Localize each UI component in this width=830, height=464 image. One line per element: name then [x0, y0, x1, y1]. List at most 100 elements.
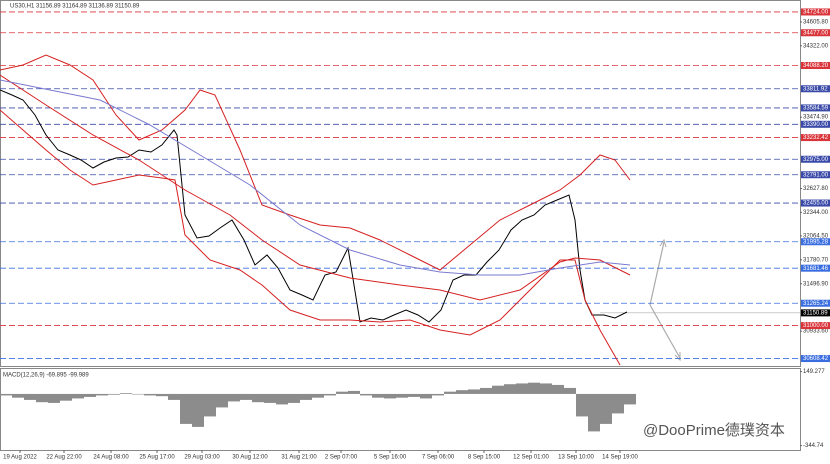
macd-bar [540, 383, 552, 394]
y-tick-label: 32064.50 [803, 234, 829, 240]
macd-bar [0, 393, 12, 396]
x-tick-label: 13 Sep 10:00 [558, 455, 594, 461]
macd-bar [528, 382, 540, 394]
level-tag [801, 199, 830, 207]
y-tick-label: -344.74 [803, 443, 824, 449]
macd-bar [108, 393, 120, 395]
macd-bar [336, 391, 348, 394]
level-tag [801, 104, 830, 112]
macd-bar [288, 393, 300, 403]
macd-bar [144, 393, 156, 396]
macd-bar [588, 393, 600, 432]
x-tick-label: 5 Sep 16:00 [374, 455, 407, 461]
level-tag [801, 322, 830, 330]
x-tick-label: 29 Aug 03:00 [184, 455, 220, 461]
arrow-head [659, 238, 667, 248]
level-label: 31000.00 [803, 323, 829, 329]
y-tick-label: 31496.90 [803, 281, 829, 287]
macd-bar [360, 393, 372, 396]
macd-bar [372, 393, 384, 398]
macd-bar [516, 383, 528, 394]
level-label: 31265.24 [803, 301, 829, 307]
macd-bar [624, 393, 636, 405]
macd-bar [72, 393, 84, 399]
macd-bar [456, 390, 468, 394]
y-tick-label: 33474.90 [803, 115, 829, 121]
macd-bar [348, 390, 360, 394]
macd-title: MACD(12,26,9) -69.895 -99.989 [3, 373, 89, 379]
level-label: 33390.00 [803, 122, 829, 128]
price-pane [0, 0, 801, 367]
macd-bar [564, 387, 576, 394]
macd-bar [324, 393, 336, 396]
level-label: 33232.42 [803, 135, 829, 141]
macd-bar [180, 393, 192, 424]
x-tick-label: 22 Aug 22:00 [46, 455, 82, 461]
macd-bar [552, 384, 564, 394]
macd-bar [228, 393, 240, 402]
macd-bar [504, 384, 516, 394]
macd-bar [48, 393, 60, 403]
level-label: 31681.46 [803, 266, 829, 272]
y-tick-label: 149.277 [803, 369, 825, 375]
y-tick-label: 32627.80 [803, 186, 829, 192]
chart-header: US30,H1 31156.89 31164.89 31136.89 31150… [10, 4, 140, 10]
y-tick-label: 32344.00 [803, 210, 829, 216]
macd-bar [264, 393, 276, 403]
macd-bar [12, 393, 24, 398]
series-line [0, 74, 631, 301]
macd-bar [300, 393, 312, 400]
last-price-tag [801, 309, 830, 317]
macd-bar [192, 393, 204, 427]
level-label: 33584.59 [803, 105, 829, 111]
x-tick-label: 7 Sep 06:00 [422, 455, 455, 461]
macd-bar [312, 393, 324, 398]
macd-bar [60, 393, 72, 401]
level-label: 32791.00 [803, 172, 829, 178]
macd-bar [600, 393, 612, 424]
x-tick-label: 2 Sep 07:00 [325, 455, 358, 461]
y-tick-label: 34322.00 [803, 43, 829, 49]
macd-bar [480, 387, 492, 394]
macd-bar [204, 393, 216, 417]
level-label: 33811.92 [803, 86, 828, 92]
x-tick-label: 12 Sep 01:00 [513, 455, 549, 461]
macd-bar [396, 393, 408, 398]
macd-bar [252, 393, 264, 403]
macd-bar [24, 393, 36, 400]
level-tag [801, 85, 830, 93]
x-tick-label: 8 Sep 15:00 [468, 455, 501, 461]
series-line [0, 89, 628, 323]
macd-bar [492, 385, 504, 394]
macd-bar [612, 393, 624, 414]
level-tag [801, 264, 830, 272]
level-label: 34477.00 [803, 30, 829, 36]
macd-bar [420, 393, 432, 399]
level-label: 32455.00 [803, 201, 829, 207]
macd-bar [84, 393, 96, 397]
level-label: 30608.42 [803, 356, 829, 362]
level-tag [801, 155, 830, 163]
last-price-label: 31150.89 [803, 310, 828, 316]
macd-bar [36, 393, 48, 403]
level-tag [801, 8, 830, 16]
level-tag [801, 134, 830, 142]
arrow-down [649, 304, 681, 359]
level-tag [801, 355, 830, 363]
level-label: 34088.20 [803, 63, 829, 69]
y-tick-label: 34605.80 [803, 19, 829, 25]
x-tick-label: 31 Aug 21:00 [281, 455, 317, 461]
y-tick-label: 30933.60 [803, 329, 829, 335]
arrow-up [649, 241, 665, 306]
level-tag [801, 120, 830, 128]
macd-bar [168, 393, 180, 400]
macd-bar [576, 393, 588, 417]
series-line [0, 54, 631, 271]
level-label: 34724.00 [803, 10, 829, 16]
level-tag [801, 299, 830, 307]
macd-bar [156, 393, 168, 397]
series-line [0, 79, 631, 276]
x-tick-label: 25 Aug 17:00 [139, 455, 175, 461]
macd-bar [96, 393, 108, 396]
